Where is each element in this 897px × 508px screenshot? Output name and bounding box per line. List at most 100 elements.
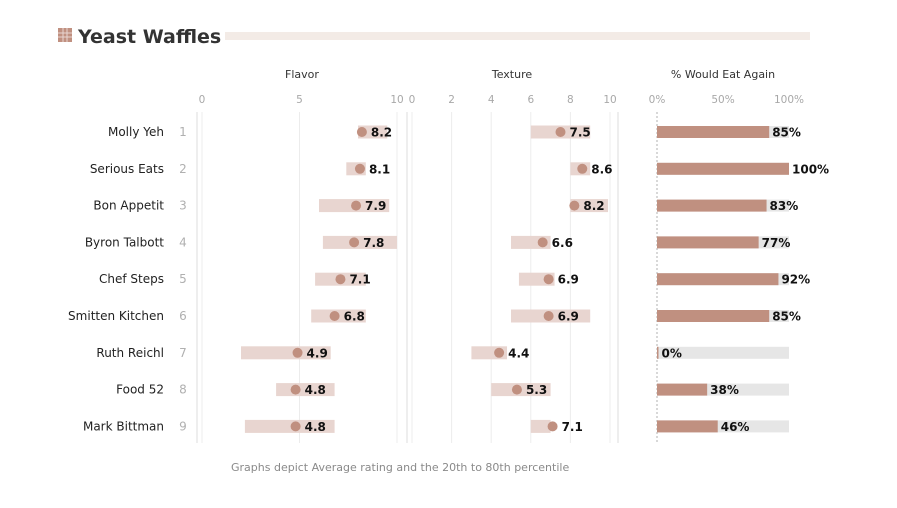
- recipe-rank: 2: [179, 162, 187, 176]
- eat-again-value-label: 38%: [710, 383, 739, 397]
- eat-again-bar: [657, 126, 770, 138]
- waffle-icon: [58, 28, 72, 42]
- table-row: Serious Eats 2 8.1 8.6 100%: [90, 162, 829, 177]
- table-row: Molly Yeh 1 8.2 7.5 85%: [108, 125, 801, 140]
- recipe-name: Ruth Reichl: [96, 346, 164, 360]
- texture-range-band: [570, 199, 609, 213]
- eat-again-track: [657, 346, 789, 359]
- flavor-value-label: 4.8: [305, 383, 326, 397]
- texture-average-dot: [494, 347, 505, 358]
- tick-label: 6: [527, 94, 534, 106]
- tick-label: 4: [488, 94, 495, 106]
- flavor-value-label: 4.9: [307, 346, 328, 360]
- flavor-value-label: 7.9: [365, 199, 386, 213]
- tick-label: 5: [296, 94, 303, 106]
- table-row: Ruth Reichl 7 4.9 4.4 0%: [96, 346, 789, 360]
- eat-again-value-label: 85%: [772, 310, 801, 324]
- flavor-average-dot: [351, 200, 362, 211]
- flavor-range-band: [322, 235, 397, 249]
- flavor-value-label: 8.1: [369, 162, 390, 176]
- grid: [196, 112, 658, 443]
- texture-average-dot: [537, 237, 548, 248]
- eat-again-bar: [657, 236, 759, 249]
- flavor-average-dot: [335, 274, 346, 285]
- flavor-average-dot: [329, 311, 340, 321]
- flavor-value-label: 7.8: [363, 236, 384, 250]
- eat-again-bar: [657, 273, 779, 286]
- texture-average-dot: [547, 421, 558, 432]
- recipe-rank: 3: [179, 199, 187, 213]
- texture-value-label: 4.4: [508, 346, 529, 360]
- tick-label: 50%: [711, 94, 734, 106]
- table-row: Byron Talbott 4 7.8 6.6 77%: [85, 235, 791, 250]
- tick-label: 10: [603, 94, 616, 106]
- recipe-name: Mark Bittman: [83, 419, 164, 433]
- texture-value-label: 8.6: [591, 162, 612, 176]
- tick-label: 0%: [649, 94, 666, 106]
- tick-label: 100%: [774, 94, 804, 106]
- flavor-value-label: 4.8: [305, 420, 326, 434]
- texture-value-label: 8.2: [583, 199, 604, 213]
- flavor-average-dot: [292, 347, 303, 358]
- texture-average-dot: [569, 200, 580, 211]
- texture-average-dot: [543, 274, 554, 285]
- rows: Molly Yeh 1 8.2 7.5 85% Serious Eats 2 8.1 8.6 10…: [68, 125, 829, 434]
- recipe-name: Bon Appetit: [93, 199, 164, 213]
- recipe-name: Chef Steps: [99, 272, 164, 286]
- texture-value-label: 7.1: [562, 420, 583, 434]
- eat-again-value-label: 92%: [781, 273, 810, 287]
- eat-again-bar: [657, 420, 718, 433]
- flavor-range-band: [241, 346, 331, 360]
- flavor-average-dot: [349, 237, 360, 248]
- flavor-value-label: 7.1: [349, 273, 370, 287]
- recipe-rank: 6: [179, 309, 187, 323]
- flavor-average-dot: [290, 421, 301, 432]
- recipe-name: Serious Eats: [90, 162, 164, 176]
- tick-label: 0: [409, 94, 416, 106]
- recipe-rank: 8: [179, 383, 187, 397]
- flavor-average-dot: [354, 163, 365, 174]
- eat-again-value-label: 46%: [721, 420, 750, 434]
- flavor-range-band: [276, 383, 335, 397]
- table-row: Mark Bittman 9 4.8 7.1 46%: [83, 419, 789, 434]
- table-row: Food 52 8 4.8 5.3 38%: [116, 383, 789, 397]
- recipe-rank: 9: [179, 419, 187, 433]
- texture-average-dot: [543, 311, 554, 321]
- eat-again-bar: [657, 162, 789, 175]
- recipe-rank: 1: [179, 125, 187, 139]
- title-rule: [225, 32, 810, 40]
- eat-again-value-label: 85%: [772, 126, 801, 140]
- texture-value-label: 5.3: [526, 383, 547, 397]
- panel-headers: Flavor 0 5 10 Texture 0 2 4 6 8 10 % Would Eat Agai…: [199, 68, 804, 106]
- recipe-name: Food 52: [116, 383, 164, 397]
- table-row: Smitten Kitchen 6 6.8 6.9 85%: [68, 309, 801, 324]
- recipe-rank: 7: [179, 346, 187, 360]
- eat-again-value-label: 83%: [770, 199, 799, 213]
- flavor-value-label: 6.8: [344, 310, 365, 324]
- texture-value-label: 6.9: [558, 273, 579, 287]
- panel-header-3: % Would Eat Again: [671, 68, 775, 81]
- recipe-name: Byron Talbott: [85, 235, 164, 249]
- eat-again-value-label: 77%: [762, 236, 791, 250]
- texture-value-label: 7.5: [570, 126, 591, 140]
- tick-label: 0: [199, 94, 206, 106]
- recipe-rank: 4: [179, 235, 187, 249]
- eat-again-bar: [657, 199, 767, 212]
- tick-label: 10: [390, 94, 403, 106]
- texture-average-dot: [577, 163, 588, 174]
- flavor-average-dot: [356, 127, 367, 137]
- eat-again-bar: [657, 310, 770, 322]
- chart-title: Yeast Waffles: [77, 26, 221, 48]
- eat-again-value-label: 100%: [792, 162, 829, 176]
- recipe-name: Molly Yeh: [108, 125, 164, 139]
- tick-label: 8: [567, 94, 574, 106]
- texture-value-label: 6.6: [552, 236, 573, 250]
- recipe-name: Smitten Kitchen: [68, 309, 164, 323]
- title-block: Yeast Waffles: [58, 26, 810, 48]
- footnote: Graphs depict Average rating and the 20t…: [231, 461, 569, 474]
- panel-header-2: Texture: [491, 68, 532, 81]
- tick-label: 2: [448, 94, 455, 106]
- eat-again-bar: [657, 383, 708, 396]
- panel-header-1: Flavor: [285, 68, 319, 81]
